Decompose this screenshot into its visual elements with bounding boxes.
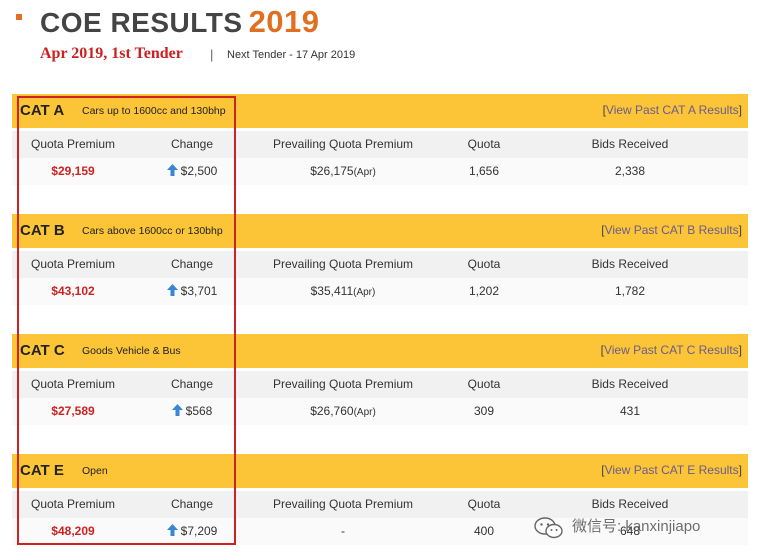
col-quota-premium: Quota Premium (30, 257, 116, 271)
col-change: Change (170, 137, 214, 151)
prevailing-cell: - (250, 518, 436, 545)
value-row: $27,589 $568 $26,760(Apr) 309 431 (12, 398, 748, 425)
quota-value: 309 (473, 404, 495, 418)
quota-premium-value: $27,589 (51, 404, 95, 418)
prevailing-value: $35,411 (310, 284, 354, 298)
change-value: $7,209 (180, 524, 218, 538)
col-change: Change (170, 257, 214, 271)
quota-value: 1,656 (468, 164, 500, 178)
col-bids: Bids Received (591, 377, 669, 391)
watermark-text: 微信号: kanxinjiapo (572, 518, 701, 535)
prevailing-suffix: (Apr) (353, 167, 376, 178)
bids-value: 2,338 (614, 164, 646, 178)
category-description: Cars above 1600cc or 130bhp (82, 225, 223, 237)
col-quota: Quota (467, 377, 501, 391)
change-cell: $7,209 (134, 518, 250, 545)
up-arrow-icon (166, 164, 178, 177)
category-bar: CAT B Cars above 1600cc or 130bhp [View … (12, 214, 748, 248)
col-quota-premium: Quota Premium (30, 137, 116, 151)
title-bullet-icon (16, 14, 22, 20)
prevailing-value: $26,760 (310, 404, 354, 418)
prevailing-suffix: (Apr) (353, 287, 376, 298)
prevailing-value: - (341, 524, 345, 538)
prevailing-cell: $26,175(Apr) (250, 158, 436, 185)
change-value: $2,500 (180, 164, 218, 178)
col-bids: Bids Received (591, 497, 669, 511)
category-block-b: CAT B Cars above 1600cc or 130bhp [View … (12, 214, 748, 306)
header-separator: | (210, 47, 214, 62)
tender-label: Apr 2019, 1st Tender (40, 45, 183, 62)
up-arrow-icon (171, 404, 183, 417)
col-bids: Bids Received (591, 137, 669, 151)
up-arrow-icon (166, 284, 178, 297)
category-description: Open (82, 465, 108, 477)
column-header-row: Quota Premium Change Prevailing Quota Pr… (12, 371, 748, 398)
prevailing-cell: $26,760(Apr) (250, 398, 436, 425)
wechat-icon (534, 517, 563, 539)
quota-value: 400 (473, 524, 495, 538)
change-cell: $3,701 (134, 278, 250, 305)
view-past-results-link[interactable]: [View Past CAT E Results] (601, 463, 742, 477)
col-quota: Quota (467, 497, 501, 511)
column-header-row: Quota Premium Change Prevailing Quota Pr… (12, 251, 748, 278)
col-quota: Quota (467, 137, 501, 151)
category-description: Cars up to 1600cc and 130bhp (82, 105, 226, 117)
category-name: CAT B (20, 222, 65, 239)
up-arrow-icon (166, 524, 178, 537)
bids-value: 431 (619, 404, 641, 418)
category-block-a: CAT A Cars up to 1600cc and 130bhp [View… (12, 94, 748, 186)
category-name: CAT C (20, 342, 65, 359)
category-bar: CAT A Cars up to 1600cc and 130bhp [View… (12, 94, 748, 128)
view-past-results-link[interactable]: [View Past CAT B Results] (601, 223, 742, 237)
category-bar: CAT C Goods Vehicle & Bus [View Past CAT… (12, 334, 748, 368)
prevailing-value: $26,175 (310, 164, 354, 178)
change-cell: $568 (134, 398, 250, 425)
title-year: 2019 (248, 4, 320, 39)
category-block-c: CAT C Goods Vehicle & Bus [View Past CAT… (12, 334, 748, 426)
value-row: $48,209 $7,209 - 400 648 (12, 518, 748, 545)
change-cell: $2,500 (134, 158, 250, 185)
col-prevailing: Prevailing Quota Premium (272, 377, 414, 391)
highlight-rectangle (17, 96, 236, 545)
column-header-row: Quota Premium Change Prevailing Quota Pr… (12, 491, 748, 518)
view-past-results-link[interactable]: [View Past CAT C Results] (600, 343, 742, 357)
prevailing-cell: $35,411(Apr) (250, 278, 436, 305)
col-bids: Bids Received (591, 257, 669, 271)
col-quota-premium: Quota Premium (30, 497, 116, 511)
view-past-results-link[interactable]: [View Past CAT A Results] (602, 103, 742, 117)
page-title: COE RESULTS 2019 (40, 4, 320, 40)
col-quota-premium: Quota Premium (30, 377, 116, 391)
quota-premium-value: $48,209 (51, 524, 95, 538)
value-row: $43,102 $3,701 $35,411(Apr) 1,202 1,782 (12, 278, 748, 305)
category-bar: CAT E Open [View Past CAT E Results] (12, 454, 748, 488)
col-quota: Quota (467, 257, 501, 271)
category-name: CAT E (20, 462, 64, 479)
col-prevailing: Prevailing Quota Premium (272, 257, 414, 271)
column-header-row: Quota Premium Change Prevailing Quota Pr… (12, 131, 748, 158)
category-block-e: CAT E Open [View Past CAT E Results] Quo… (12, 454, 748, 546)
prevailing-suffix: (Apr) (353, 407, 376, 418)
bids-value: 648 (619, 524, 641, 538)
quota-premium-value: $29,159 (51, 164, 95, 178)
col-change: Change (170, 377, 214, 391)
value-row: $29,159 $2,500 $26,175(Apr) 1,656 2,338 (12, 158, 748, 185)
quota-value: 1,202 (468, 284, 500, 298)
col-prevailing: Prevailing Quota Premium (272, 497, 414, 511)
col-change: Change (170, 497, 214, 511)
category-name: CAT A (20, 102, 65, 119)
quota-premium-value: $43,102 (51, 284, 95, 298)
change-value: $3,701 (180, 284, 218, 298)
next-tender-label: Next Tender - 17 Apr 2019 (227, 49, 356, 61)
category-description: Goods Vehicle & Bus (82, 345, 181, 357)
title-text: COE RESULTS (40, 7, 243, 38)
bids-value: 1,782 (614, 284, 646, 298)
col-prevailing: Prevailing Quota Premium (272, 137, 414, 151)
change-value: $568 (185, 404, 213, 418)
